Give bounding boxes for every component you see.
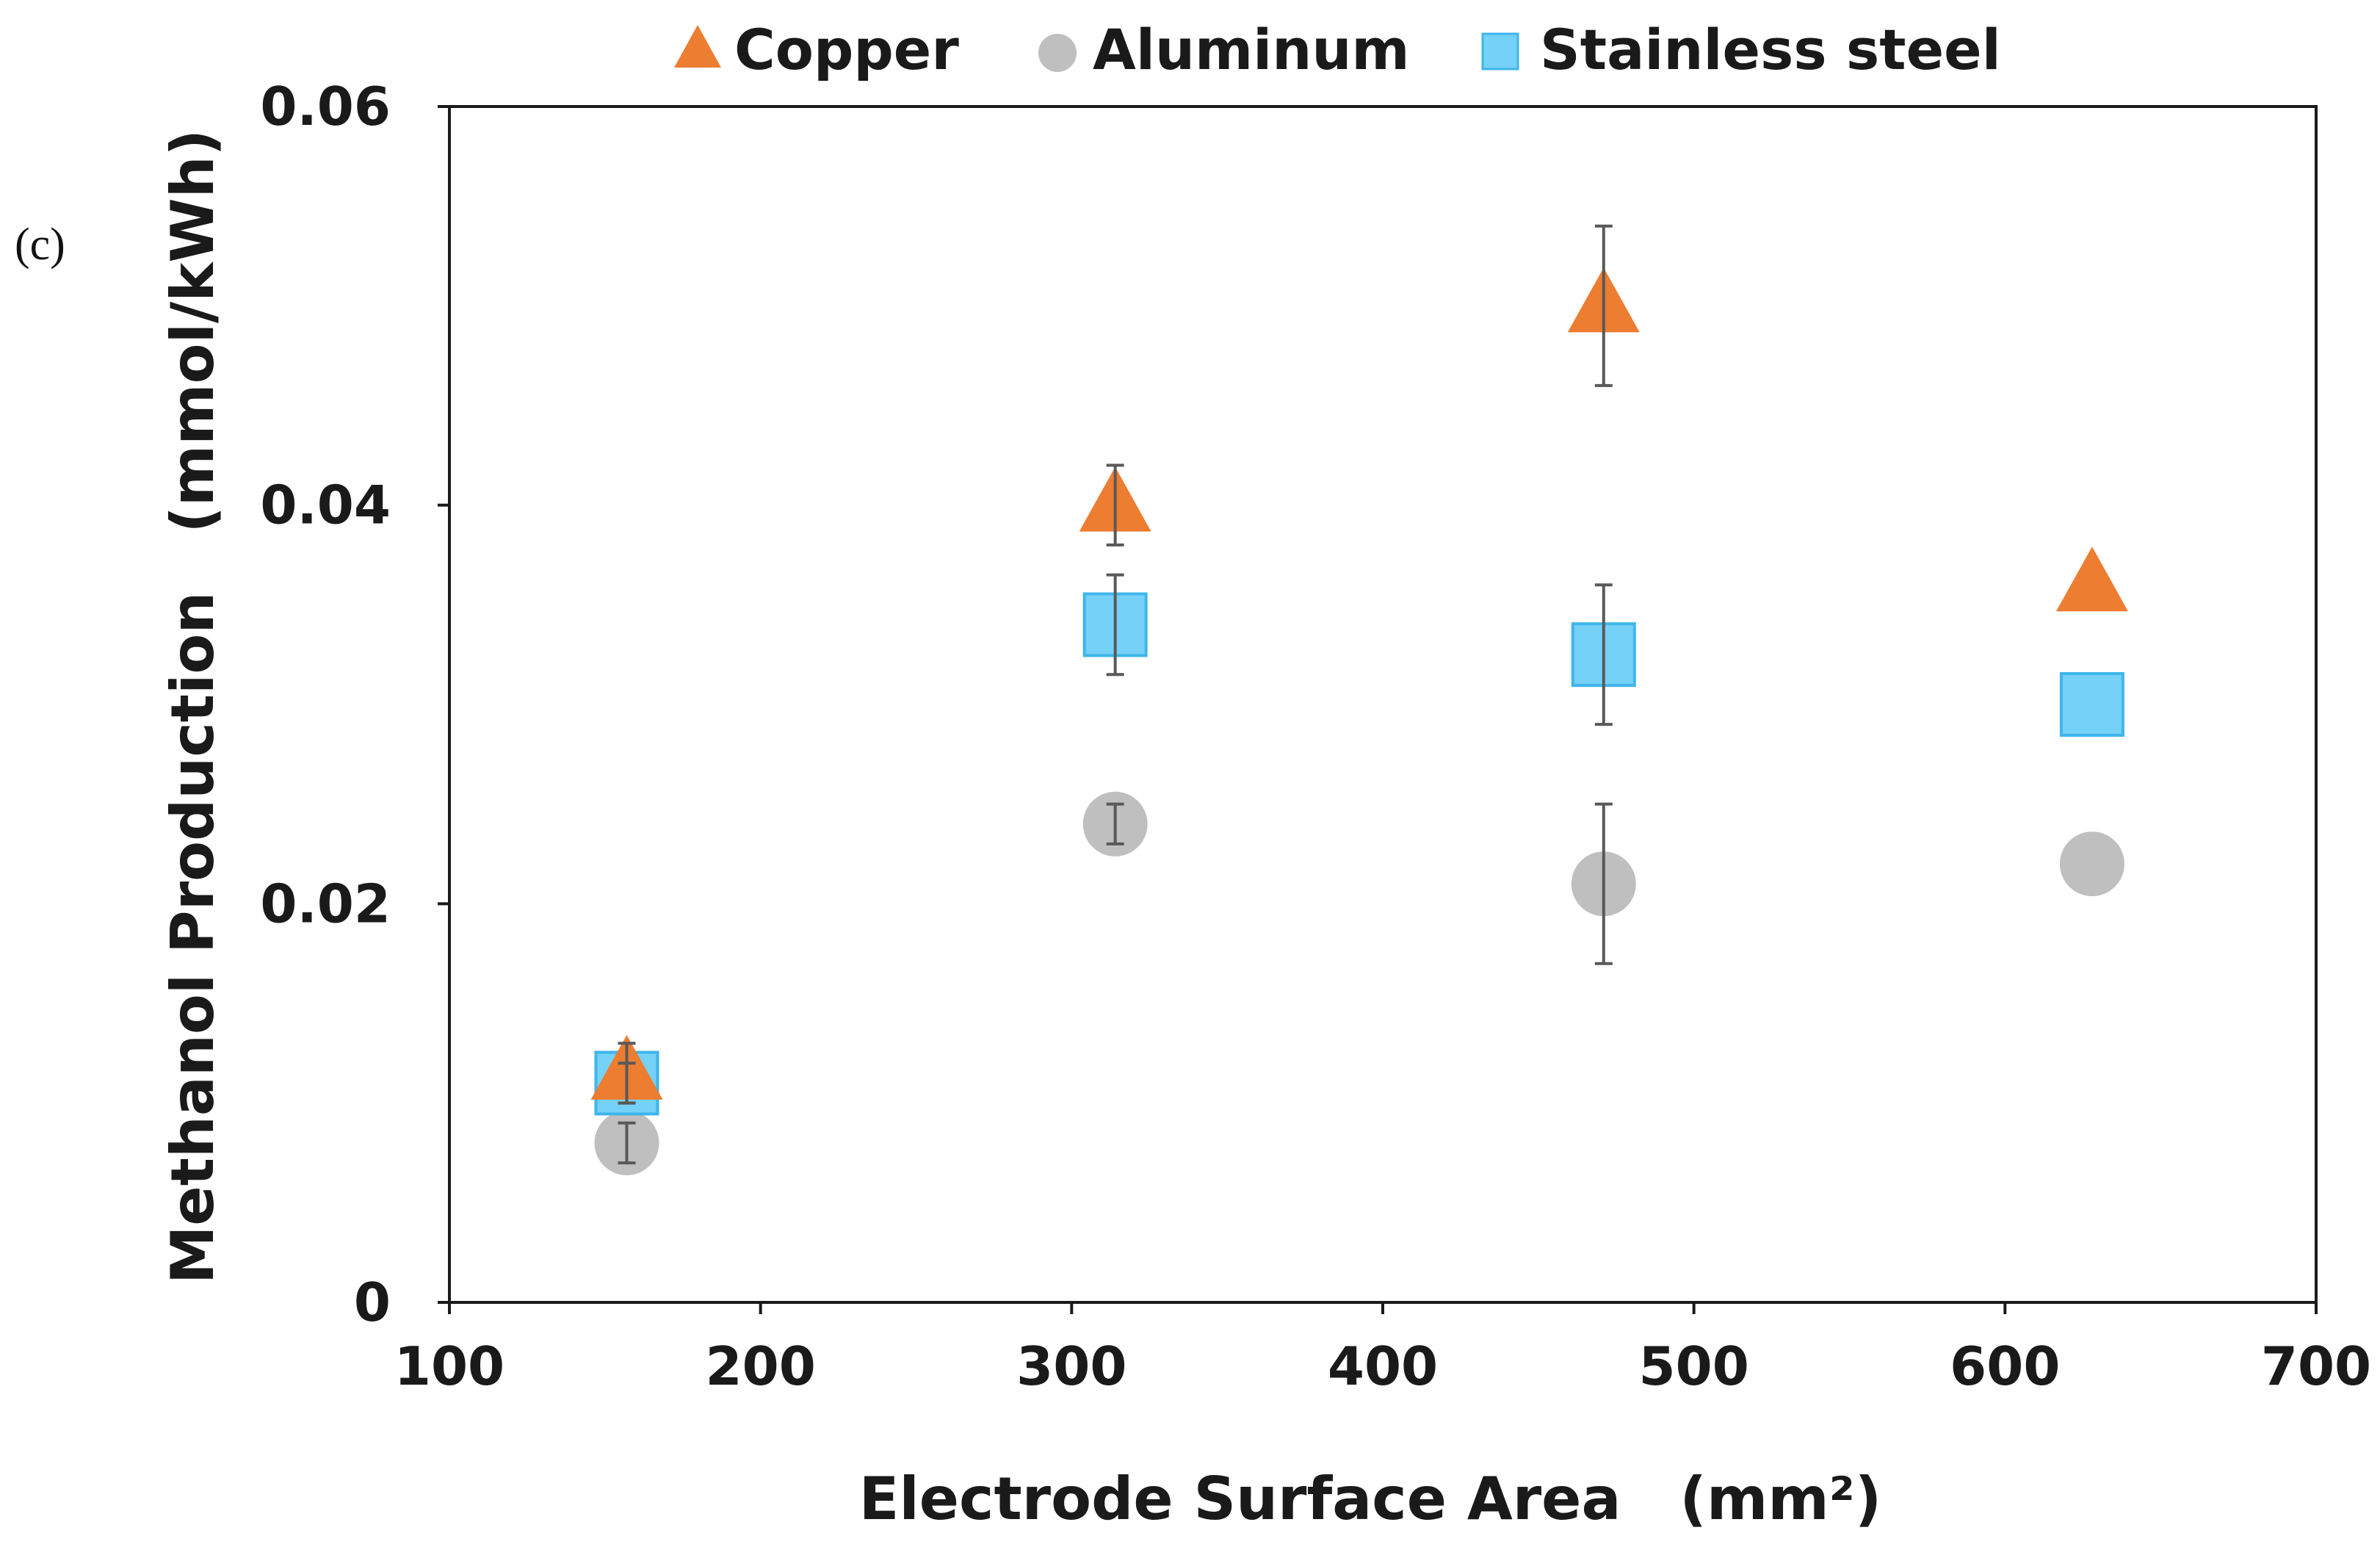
legend-label: Stainless steel (1540, 17, 2001, 82)
legend-label: Aluminum (1093, 17, 1410, 82)
legend: Copper Aluminum Stainless steel (674, 17, 2001, 82)
markers (590, 267, 2128, 1175)
legend-circle-icon (1038, 34, 1077, 72)
x-tick-label: 200 (706, 1335, 816, 1397)
x-tick-label: 400 (1328, 1335, 1438, 1397)
legend-label: Copper (734, 17, 959, 82)
x-tick-label: 100 (394, 1335, 504, 1397)
x-tick-label: 600 (1950, 1335, 2060, 1397)
error-bars (618, 224, 1613, 1165)
y-tick-label: 0.04 (260, 475, 391, 536)
x-tick-label: 300 (1016, 1335, 1126, 1397)
square-point (2059, 672, 2124, 737)
triangle-point (2055, 547, 2128, 612)
y-tick-label: 0.06 (260, 76, 391, 137)
y-axis-label: Methanol Production (mmol/kWh) (159, 129, 227, 1284)
legend-square-icon (1481, 32, 1519, 71)
y-tick-label: 0 (354, 1272, 391, 1333)
circle-point (2059, 832, 2124, 897)
x-tick-label: 700 (2261, 1335, 2371, 1397)
x-tick-label: 500 (1639, 1335, 1749, 1397)
panel-label: (c) (15, 220, 65, 270)
legend-triangle-icon (674, 25, 721, 68)
plot-frame (448, 105, 2318, 1304)
x-axis-label: Electrode Surface Area (mm²) (859, 1465, 1882, 1533)
y-tick-label: 0.02 (260, 873, 391, 934)
axes: 100 200 300 400 500 600 700 0 0.02 0.04 0.06 (260, 76, 2371, 1397)
